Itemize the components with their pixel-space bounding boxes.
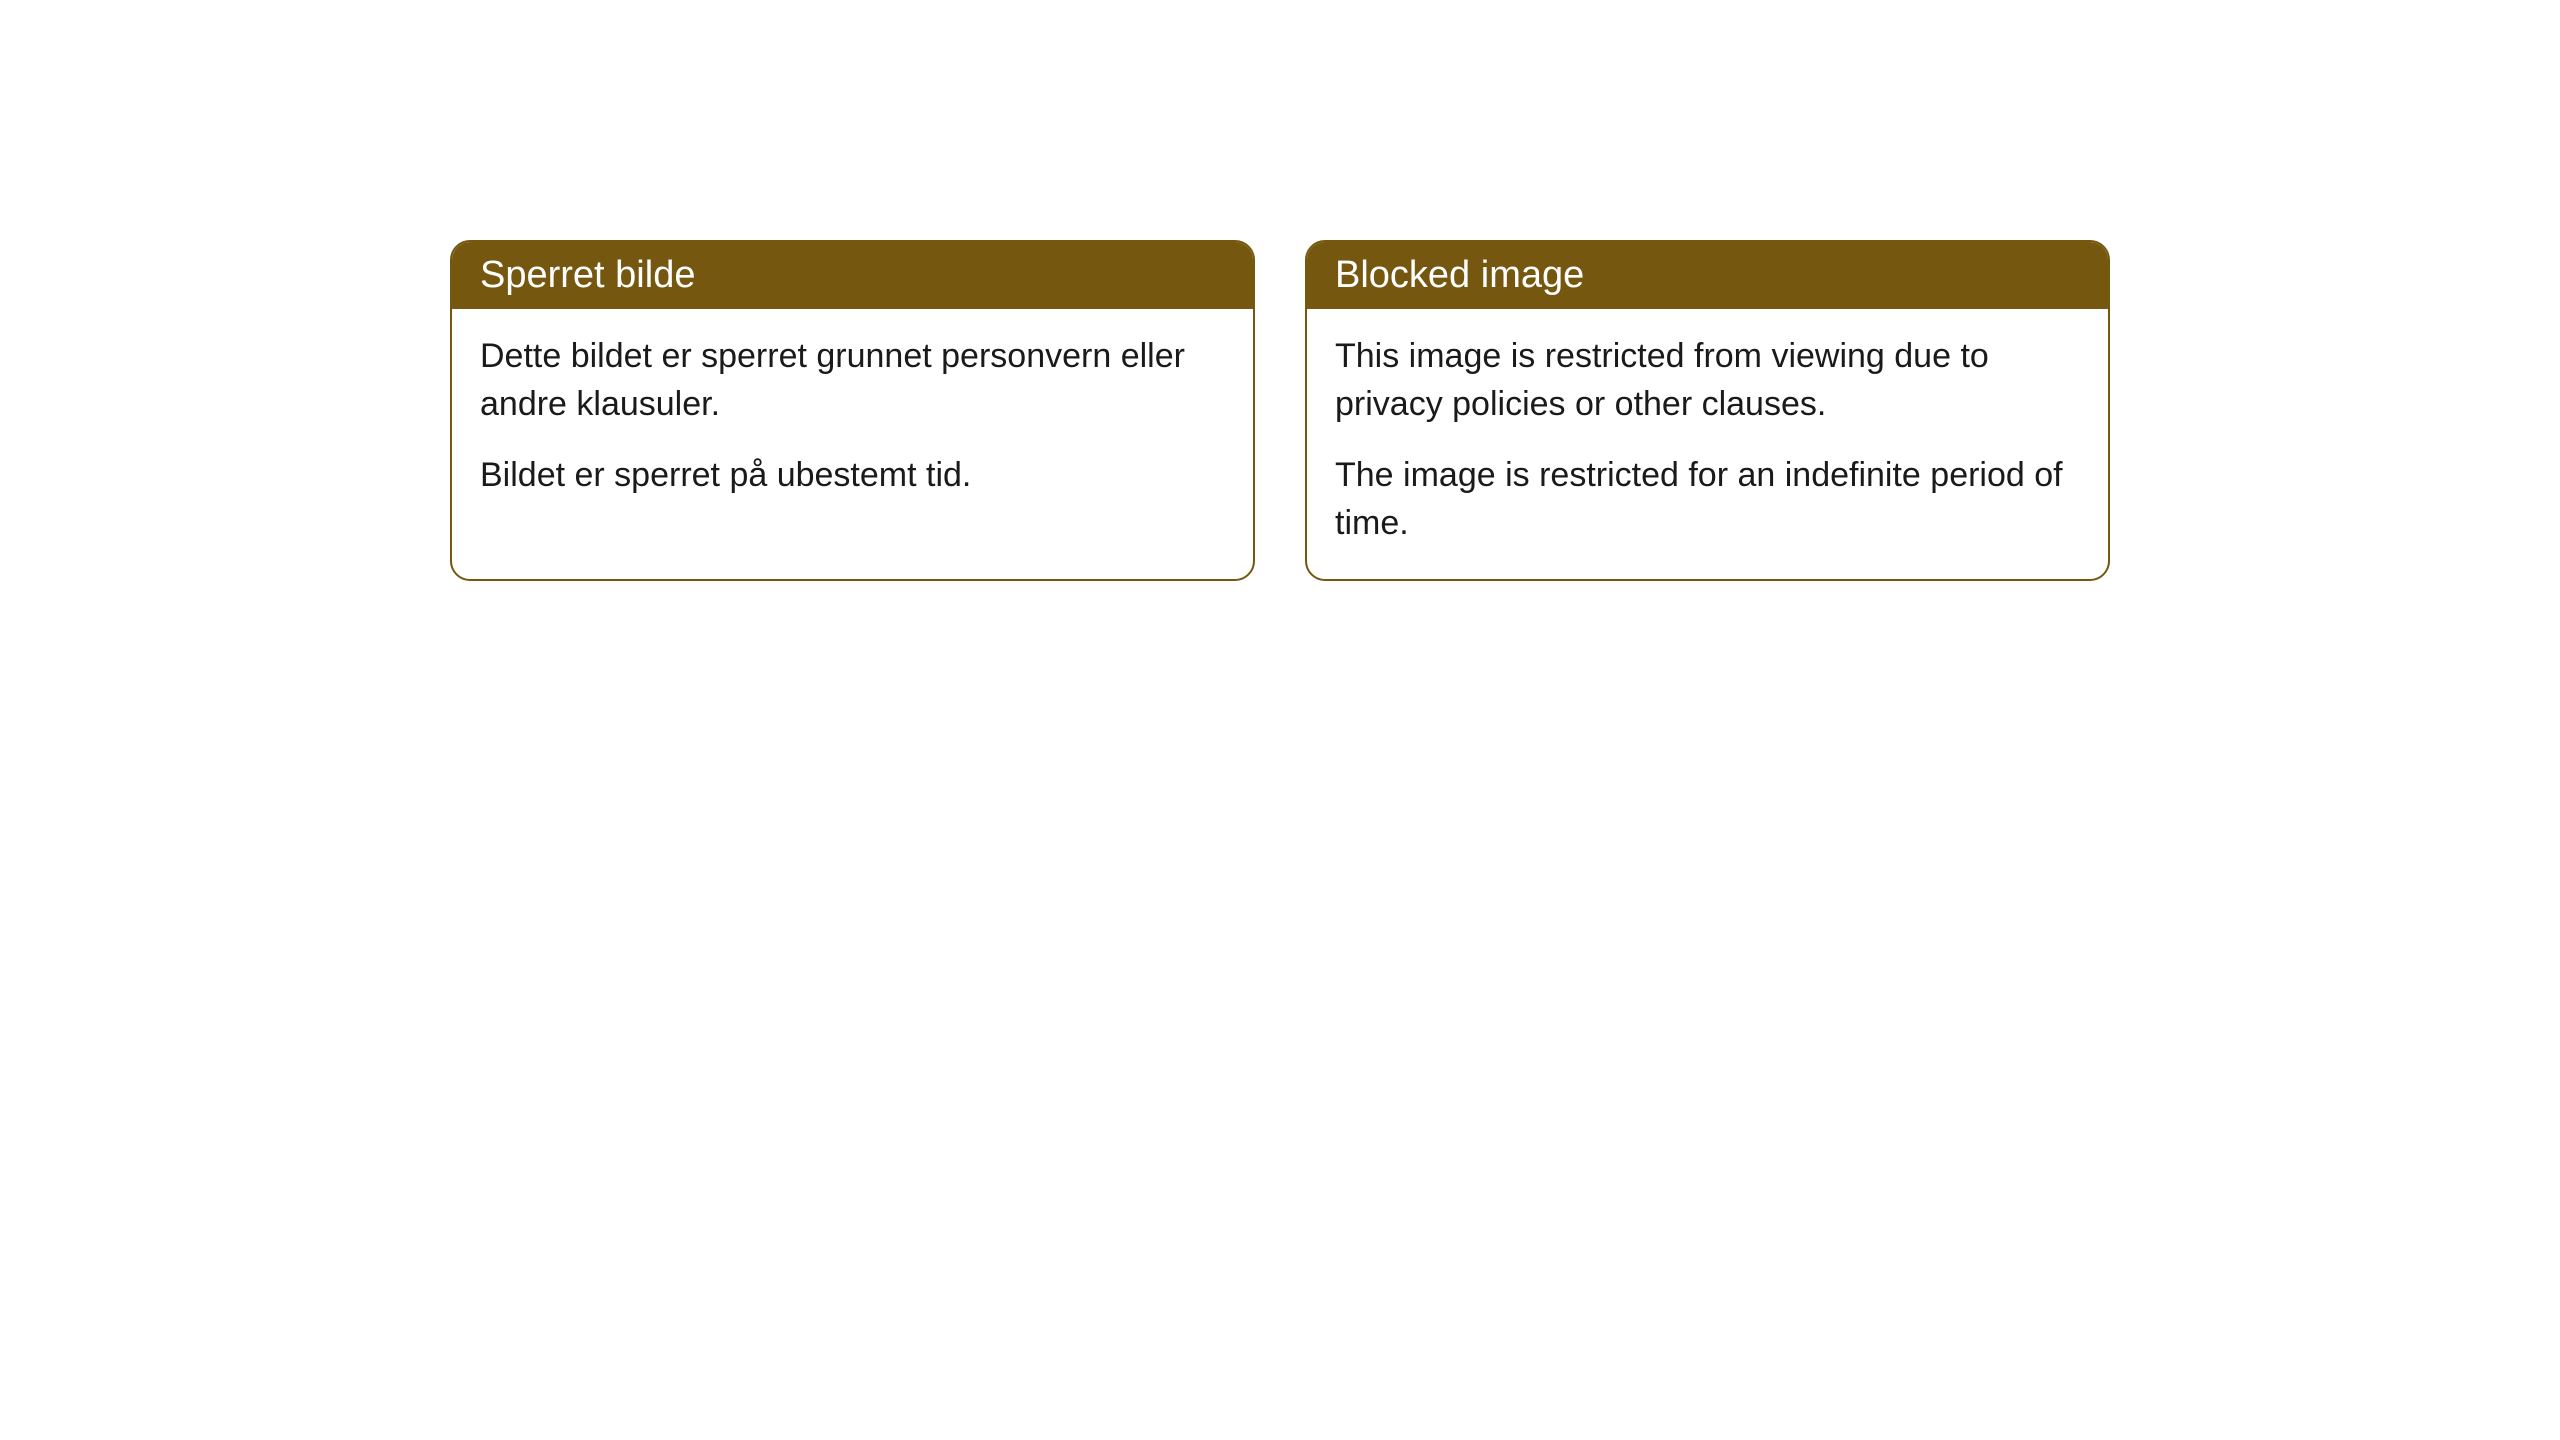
card-title-no: Sperret bilde [480, 254, 695, 296]
card-paragraph-1-en: This image is restricted from viewing du… [1335, 333, 2080, 428]
blocked-image-card-no: Sperret bilde Dette bildet er sperret gr… [450, 240, 1255, 581]
card-header-no: Sperret bilde [452, 242, 1253, 309]
card-paragraph-2-no: Bildet er sperret på ubestemt tid. [480, 452, 1225, 500]
blocked-image-card-en: Blocked image This image is restricted f… [1305, 240, 2110, 581]
card-title-en: Blocked image [1335, 254, 1584, 296]
card-paragraph-2-en: The image is restricted for an indefinit… [1335, 452, 2080, 547]
card-paragraph-1-no: Dette bildet er sperret grunnet personve… [480, 333, 1225, 428]
card-body-no: Dette bildet er sperret grunnet personve… [452, 309, 1253, 532]
notice-cards-container: Sperret bilde Dette bildet er sperret gr… [450, 240, 2110, 581]
card-body-en: This image is restricted from viewing du… [1307, 309, 2108, 579]
card-header-en: Blocked image [1307, 242, 2108, 309]
